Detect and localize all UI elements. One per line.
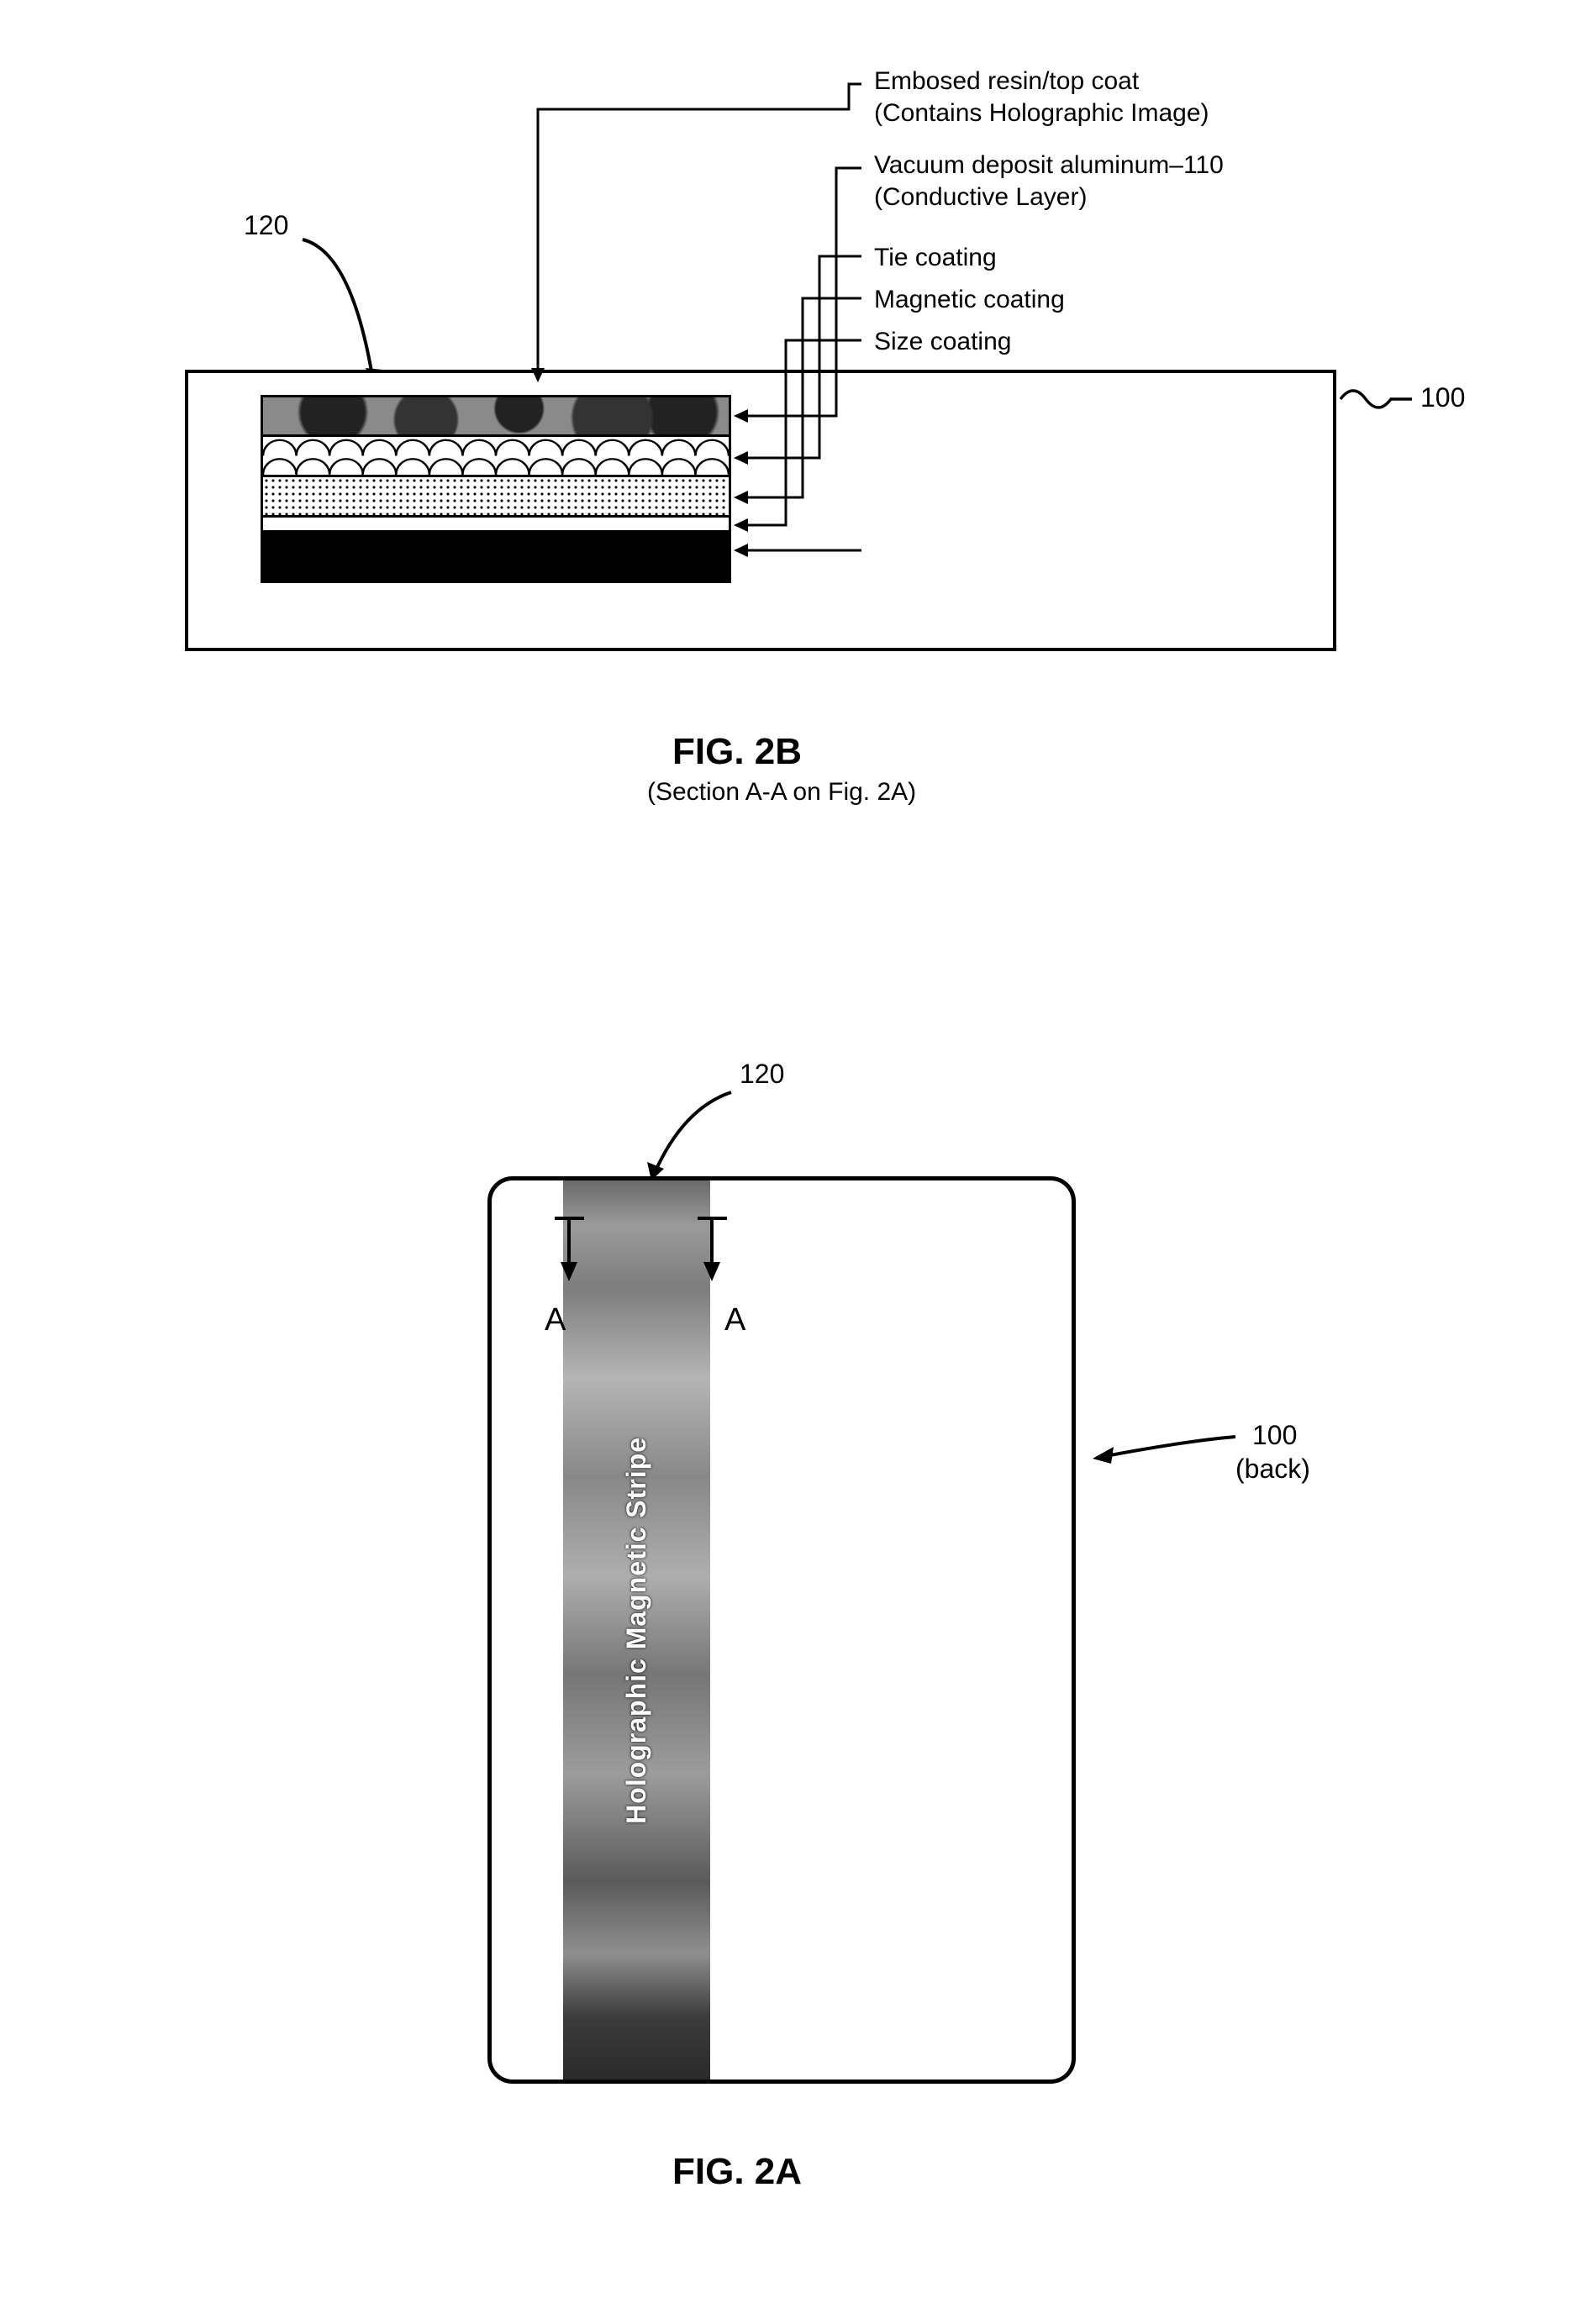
leaders-2b (0, 0, 1575, 672)
section-A-right: A (724, 1302, 745, 1338)
fig2b-subtitle: (Section A-A on Fig. 2A) (647, 778, 916, 807)
fig2b-title: FIG. 2B (672, 731, 802, 773)
fig2a-title: FIG. 2A (672, 2151, 802, 2193)
stripe-text: Holographic Magnetic Stripe (621, 1437, 652, 1824)
section-A-left: A (545, 1302, 566, 1338)
arrow-100-2a (1076, 1412, 1261, 1496)
